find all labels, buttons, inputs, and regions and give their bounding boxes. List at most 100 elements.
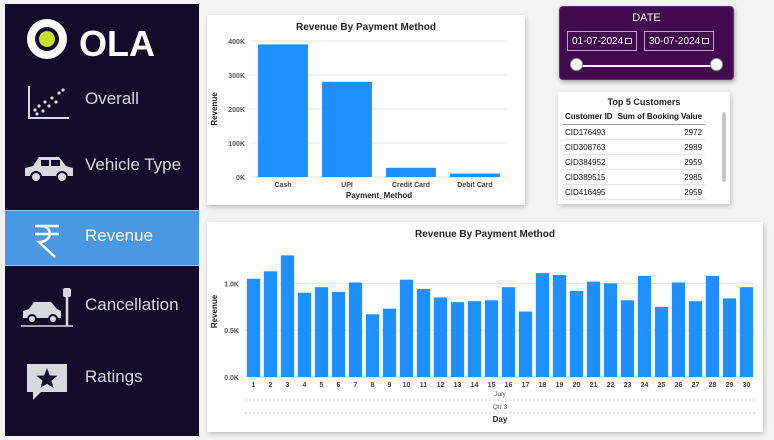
chart-title: Revenue By Payment Method <box>414 229 556 240</box>
chart-bar[interactable] <box>620 300 635 377</box>
x-tick-label: 10 <box>403 382 411 389</box>
customer-id: CID308763 <box>563 139 616 155</box>
chart-bar[interactable] <box>671 282 686 377</box>
chart-bar[interactable] <box>688 301 703 377</box>
chart-bar[interactable] <box>382 308 397 377</box>
chart-bar[interactable] <box>263 271 278 377</box>
x-tick-label: 27 <box>692 382 700 389</box>
y-axis-label: Revenue <box>210 92 219 126</box>
y-tick-label: 0.0K <box>224 375 239 382</box>
table-row[interactable]: CID389515 2985 <box>563 169 706 185</box>
chart-bar[interactable] <box>348 282 363 377</box>
nav-item-cancellation[interactable]: Cancellation <box>5 280 199 334</box>
chart-bar[interactable] <box>322 81 372 177</box>
chart-bar[interactable] <box>705 275 720 377</box>
end-date-input[interactable]: 30-07-2024 <box>644 31 714 51</box>
chart-bar[interactable] <box>535 273 550 377</box>
top-customers-title: Top 5 Customers <box>607 97 681 107</box>
nav-label-overall: Overall <box>85 89 139 108</box>
customer-id: CID384952 <box>563 154 616 170</box>
column-header[interactable]: Sum of Booking Value <box>615 111 706 125</box>
sidebar-nav: OLA Overall Vehicle Type <box>5 4 199 436</box>
x-tick-label: 9 <box>388 382 392 389</box>
chart-bar[interactable] <box>569 290 584 377</box>
payment-method-bar-chart: 0K 100K 200K 300K 400K Cash UPI Credit Card Debi… <box>210 39 507 200</box>
table-row[interactable]: CID416495 2959 <box>563 184 706 200</box>
slider-start-handle[interactable] <box>570 58 583 71</box>
x-tick-label: 6 <box>337 382 341 389</box>
x-hierarchy-label: Qtr 3 <box>493 404 508 411</box>
calendar-icon[interactable] <box>625 38 632 44</box>
chart-bar[interactable] <box>654 306 669 377</box>
chart-bar[interactable] <box>386 167 436 177</box>
scatter-chart-icon <box>21 80 77 124</box>
x-tick-label: 5 <box>320 382 324 389</box>
customer-id: CID389515 <box>563 169 616 185</box>
calendar-icon[interactable] <box>702 38 709 44</box>
chart-bar[interactable] <box>501 287 516 377</box>
chart-bar[interactable] <box>450 173 500 177</box>
y-tick-label: 300K <box>228 73 245 80</box>
table-row[interactable]: CID308763 2989 <box>563 139 706 155</box>
top-customers-table: Customer ID Sum of Booking Value CID1764… <box>563 111 706 200</box>
x-hierarchy-label: July <box>494 391 506 398</box>
chart-bar[interactable] <box>552 275 567 377</box>
nav-item-overall[interactable]: Overall <box>5 74 199 128</box>
chart-bar[interactable] <box>586 281 601 377</box>
booking-value: 2972 <box>615 124 706 140</box>
chart-bar[interactable] <box>518 311 533 378</box>
nav-label-cancellation: Cancellation <box>85 295 179 314</box>
column-header[interactable]: Customer ID <box>563 111 616 125</box>
chart-bar[interactable] <box>416 289 431 377</box>
y-axis-label: Revenue <box>210 294 219 328</box>
customer-id: CID176493 <box>563 124 616 140</box>
table-row[interactable]: CID384952 2959 <box>563 154 706 170</box>
x-tick-label: 7 <box>354 382 358 389</box>
nav-label-revenue: Revenue <box>85 226 154 245</box>
chart-bar[interactable] <box>433 297 448 377</box>
parking-car-icon <box>21 286 77 330</box>
x-tick-label: Credit Card <box>392 182 430 189</box>
table-header-row: Customer ID Sum of Booking Value <box>563 111 706 125</box>
nav-item-revenue[interactable]: Revenue <box>5 210 199 266</box>
ola-logo: OLA <box>23 16 173 64</box>
booking-value: 2989 <box>615 139 706 155</box>
x-tick-label: 30 <box>743 382 751 389</box>
x-tick-label: 11 <box>420 382 428 389</box>
x-tick-label: UPI <box>341 182 353 189</box>
chart-bar[interactable] <box>331 291 346 377</box>
chart-bar[interactable] <box>467 301 482 377</box>
start-date-input[interactable]: 01-07-2024 <box>567 31 637 51</box>
chart-bar[interactable] <box>365 314 380 377</box>
booking-value: 2959 <box>615 184 706 200</box>
table-row[interactable]: CID176493 2972 <box>563 124 706 140</box>
chart-bar[interactable] <box>314 287 329 377</box>
chart-bar[interactable] <box>297 292 312 377</box>
daily-revenue-bar-chart: 0.0K0.5K1.0K1 2 3 4 5 6 7 8 9 10 11 12 13 14 15 16 17 18 1… <box>210 255 755 424</box>
chart-bar[interactable] <box>399 279 414 377</box>
slider-end-handle[interactable] <box>710 58 723 71</box>
chart-bar[interactable] <box>258 44 308 178</box>
table-scrollbar[interactable] <box>722 112 726 182</box>
end-date-value: 30-07-2024 <box>649 36 701 47</box>
x-tick-label: 19 <box>556 382 564 389</box>
booking-value: 2985 <box>615 169 706 185</box>
y-tick-label: 400K <box>228 39 245 46</box>
chart-bar[interactable] <box>280 255 295 377</box>
x-tick-label: 26 <box>675 382 683 389</box>
chart-bar[interactable] <box>603 283 618 377</box>
x-tick-label: 13 <box>454 382 462 389</box>
chart-bar[interactable] <box>246 278 261 377</box>
chart-bar[interactable] <box>722 298 737 377</box>
chart-bar[interactable] <box>637 275 652 377</box>
date-slicer-title: DATE <box>632 12 661 24</box>
chart-bar[interactable] <box>484 300 499 377</box>
x-tick-label: Cash <box>274 182 291 189</box>
date-range-slider[interactable] <box>576 65 717 67</box>
nav-label-vehicle-type: Vehicle Type <box>85 155 182 174</box>
chart-bar[interactable] <box>739 287 754 377</box>
chart-bar[interactable] <box>450 302 465 377</box>
nav-item-vehicle-type[interactable]: Vehicle Type <box>5 140 199 194</box>
x-tick-label: 28 <box>709 382 717 389</box>
nav-item-ratings[interactable]: Ratings <box>5 352 199 406</box>
